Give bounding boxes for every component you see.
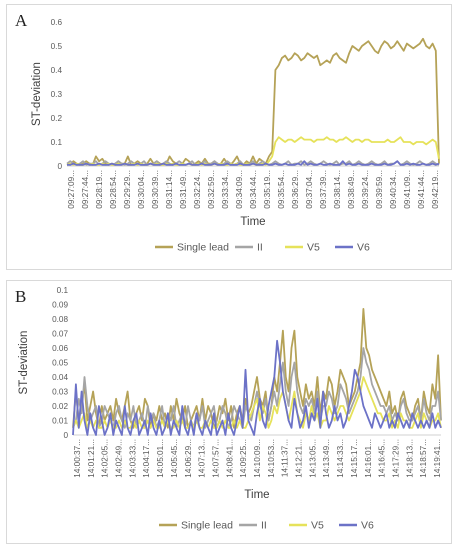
x-axis-title: Time [244, 489, 269, 501]
chart-panel-b: B 0 0.01 0.02 0.03 0.04 0.05 0.06 0.07 0.08 0.09 0… [6, 280, 452, 544]
y-tick-label: 0.1 [57, 286, 69, 295]
x-tick-label: 09:38:49... [347, 170, 356, 209]
x-tick-label: 14:05:45... [170, 439, 179, 478]
legend-label: V6 [361, 520, 374, 532]
series-line-v6 [72, 339, 442, 436]
y-tick-label: 0.6 [51, 18, 63, 27]
x-tick-label: 14:14:33... [336, 439, 345, 478]
x-tick-label: 14:13:49... [322, 439, 331, 478]
x-tick-label: 09:37:04... [305, 170, 314, 209]
x-tick-label: 09:41:44... [417, 170, 426, 209]
y-tick-label: 0.03 [52, 388, 68, 397]
x-tick-label: 09:28:19... [95, 170, 104, 209]
y-tick-label: 0.08 [52, 315, 68, 324]
x-tick-label: 14:09:25... [239, 439, 248, 478]
x-tick-label: 09:34:09... [235, 170, 244, 209]
x-tick-label: 14:13:05... [308, 439, 317, 478]
legend-label: Single lead [177, 242, 229, 254]
x-tick-label: 09:34:44... [249, 170, 258, 209]
x-tick-label: 09:32:24... [193, 170, 202, 209]
x-tick-label: 09:31:14... [165, 170, 174, 209]
x-tick-label: 14:02:05... [101, 439, 110, 478]
x-tick-label: 14:07:57... [211, 439, 220, 478]
x-tick-label: 14:01:21... [87, 439, 96, 478]
series-line-v5 [72, 376, 442, 429]
x-tick-label: 09:31:49... [179, 170, 188, 209]
x-tick-label: 14:10:53... [267, 439, 276, 478]
legend-label: V6 [357, 242, 370, 254]
x-tick-label: 09:27:44... [81, 170, 90, 209]
x-tick-label: 09:39:24... [361, 170, 370, 209]
legend-label: V5 [311, 520, 324, 532]
y-tick-label: 0.06 [52, 344, 68, 353]
y-tick-label: 0.07 [52, 330, 68, 339]
y-tick-label: 0.1 [51, 138, 63, 147]
x-tick-label: 09:36:29... [291, 170, 300, 209]
series-line-v6 [67, 160, 440, 166]
y-tick-label: 0 [63, 431, 68, 440]
panel-label-b: B [15, 287, 27, 306]
y-tick-label: 0.05 [52, 359, 68, 368]
x-tick-label: 09:33:34... [221, 170, 230, 209]
x-tick-label: 14:16:01... [364, 439, 373, 478]
y-tick-label: 0 [57, 162, 62, 171]
x-tick-label: 14:17:29... [391, 439, 400, 478]
x-tick-label: 14:08:41... [225, 439, 234, 478]
y-tick-label: 0.2 [51, 114, 63, 123]
legend-label: II [261, 520, 267, 532]
panel-label-a: A [15, 11, 28, 30]
series-line-single-lead [66, 37, 440, 166]
x-tick-label: 14:10:09... [253, 439, 262, 478]
x-tick-label: 14:03:33... [128, 439, 137, 478]
y-tick-label: 0.01 [52, 417, 68, 426]
x-tick-label: 14:05:01... [156, 439, 165, 478]
x-tick-label: 09:37:39... [319, 170, 328, 209]
chart-panel-a: A 0 0.1 0.2 0.3 0.4 0.5 0.6 09:27:09... 09:27:44… [6, 4, 452, 270]
chart-b-svg: 0 0.01 0.02 0.03 0.04 0.05 0.06 0.07 0.08 0.09 0.1… [18, 286, 442, 532]
x-tick-label: 14:15:17... [350, 439, 359, 478]
x-tick-label: 14:07:13... [198, 439, 207, 478]
x-tick-label: 14:04:17... [142, 439, 151, 478]
x-axis-title: Time [240, 216, 265, 228]
y-axis-title: ST-deviation [18, 331, 30, 395]
x-tick-label: 14:02:49... [115, 439, 124, 478]
y-tick-label: 0.04 [52, 373, 68, 382]
x-tick-label: 14:06:29... [184, 439, 193, 478]
legend-label: V5 [307, 242, 320, 254]
chart-a-svg: 0 0.1 0.2 0.3 0.4 0.5 0.6 09:27:09... 09:27:44..… [31, 18, 440, 254]
x-tick-label: 09:32:59... [207, 170, 216, 209]
x-tick-label: 09:29:29... [123, 170, 132, 209]
x-tick-label: 09:27:09... [67, 170, 76, 209]
x-tick-label: 14:18:57... [419, 439, 428, 478]
y-tick-label: 0.4 [51, 66, 63, 75]
x-tick-label: 09:41:09... [403, 170, 412, 209]
x-tick-label: 09:42:19... [431, 170, 440, 209]
x-tick-label: 09:39:59... [375, 170, 384, 209]
y-tick-label: 0.5 [51, 42, 63, 51]
x-tick-label: 09:35:19... [263, 170, 272, 209]
y-tick-label: 0.09 [52, 301, 68, 310]
x-tick-label: 14:00:37... [73, 439, 82, 478]
y-tick-label: 0.3 [51, 90, 63, 99]
x-tick-label: 09:30:04... [137, 170, 146, 209]
x-tick-label: 14:19:41... [433, 439, 442, 478]
x-tick-label: 09:30:39... [151, 170, 160, 209]
x-tick-label: 14:11:37... [281, 439, 290, 477]
legend-label: II [257, 242, 263, 254]
x-tick-label: 09:35:54... [277, 170, 286, 209]
y-axis-title: ST-deviation [31, 62, 43, 126]
x-tick-label: 09:40:34... [389, 170, 398, 209]
x-tick-label: 09:28:54... [109, 170, 118, 209]
x-tick-label: 14:12:21... [295, 439, 304, 478]
x-tick-label: 14:18:13... [405, 439, 414, 478]
y-tick-label: 0.02 [52, 402, 68, 411]
series-line-ii [72, 347, 442, 429]
legend-label: Single lead [181, 520, 233, 532]
x-tick-label: 09:38:14... [333, 170, 342, 209]
x-tick-label: 14:16:45... [378, 439, 387, 478]
